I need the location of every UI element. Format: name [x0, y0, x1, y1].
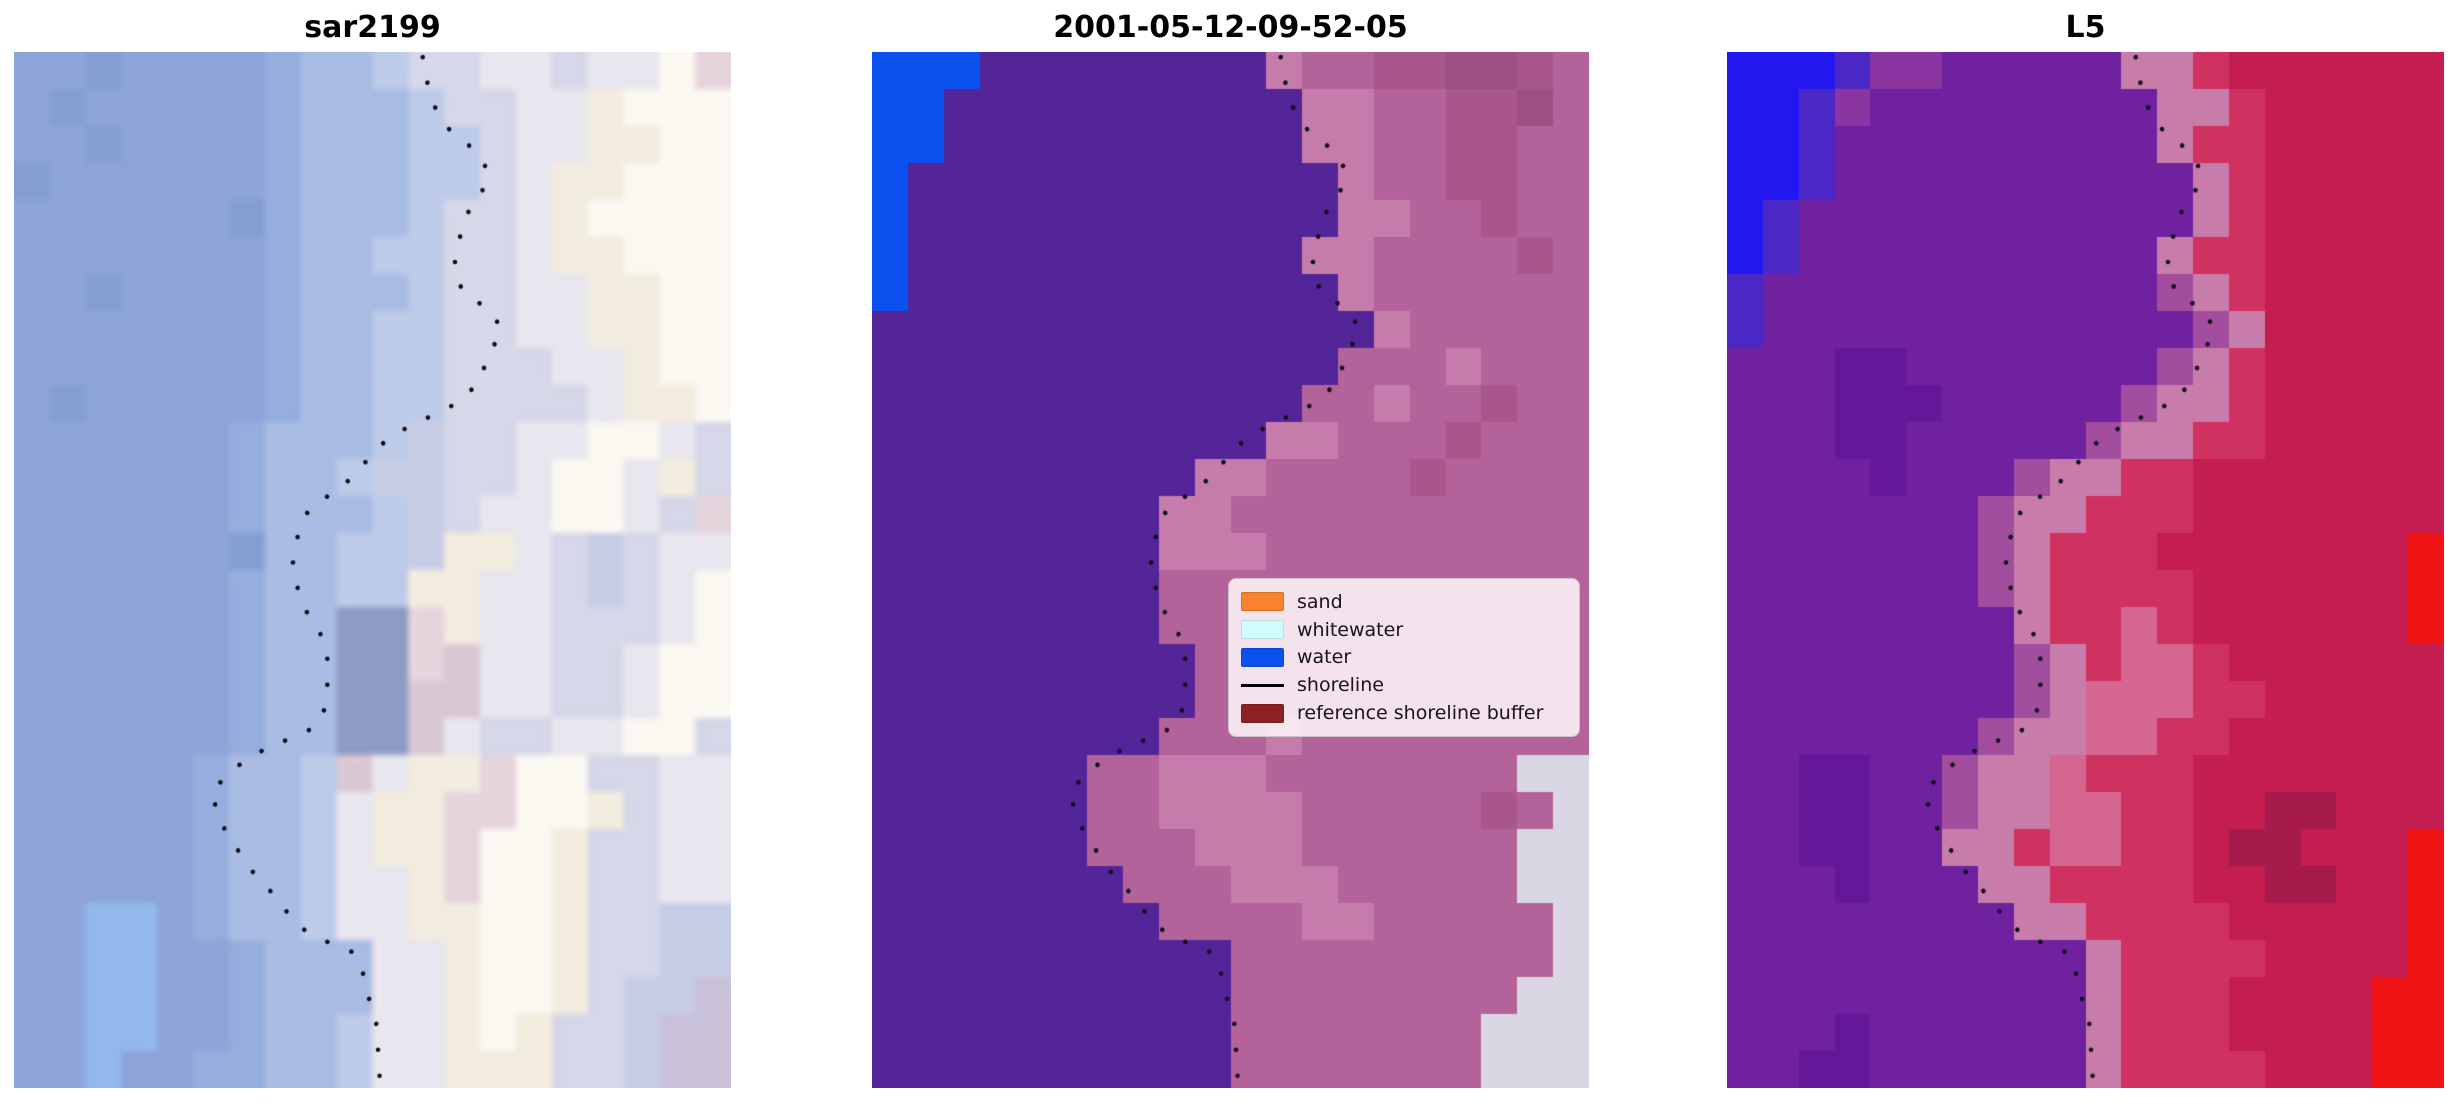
panel-title-date: 2001-05-12-09-52-05 [1053, 10, 1408, 45]
legend-row-whitewater: whitewater [1241, 616, 1567, 644]
sar-image-panel [14, 52, 731, 1088]
l5-image-panel [1727, 52, 2444, 1088]
panel-title-sar: sar2199 [304, 10, 441, 45]
legend-label: sand [1297, 590, 1343, 613]
classified-image-canvas [872, 52, 1589, 1088]
legend-row-shoreline: shoreline [1241, 671, 1567, 699]
water-swatch [1241, 647, 1284, 667]
legend-row-buffer: reference shoreline buffer [1241, 699, 1567, 727]
l5-image-canvas [1727, 52, 2444, 1088]
whitewater-swatch [1241, 620, 1284, 640]
legend-label: water [1297, 646, 1352, 669]
legend-row-water: water [1241, 644, 1567, 672]
panel-title-l5: L5 [2065, 10, 2106, 45]
legend-label: reference shoreline buffer [1297, 702, 1544, 725]
sar-image-canvas [14, 52, 731, 1088]
shoreline-line-swatch [1241, 683, 1284, 687]
legend-row-sand: sand [1241, 588, 1567, 616]
sand-swatch [1241, 592, 1284, 612]
legend-label: whitewater [1297, 618, 1404, 641]
reference-shoreline-buffer-swatch [1241, 703, 1284, 723]
legend-label: shoreline [1297, 674, 1384, 697]
classified-image-panel: sand whitewater water shoreline referenc… [872, 52, 1589, 1088]
legend-box: sand whitewater water shoreline referenc… [1228, 578, 1580, 737]
